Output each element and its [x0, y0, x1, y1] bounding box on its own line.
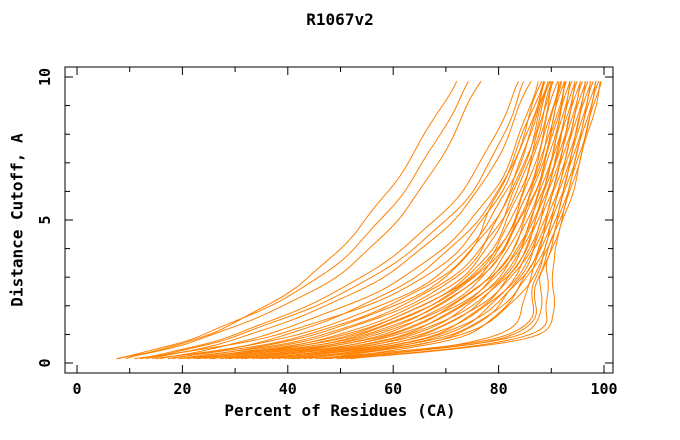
- model-curve: [140, 81, 520, 360]
- model-curve: [336, 81, 600, 360]
- x-tick-label: 0: [72, 380, 81, 398]
- model-curve: [283, 81, 589, 360]
- model-curve: [219, 81, 567, 360]
- model-curve: [228, 81, 571, 360]
- y-tick-label: 10: [36, 68, 54, 86]
- model-curve: [209, 81, 562, 360]
- model-curve: [328, 81, 586, 360]
- model-curve: [288, 81, 573, 360]
- model-curve: [260, 81, 581, 360]
- model-curve: [193, 81, 546, 360]
- model-curve: [187, 81, 563, 360]
- model-curve: [155, 81, 549, 360]
- model-curve: [178, 81, 553, 360]
- model-curve: [315, 81, 594, 360]
- model-curve: [292, 81, 591, 360]
- x-tick-label: 40: [279, 380, 297, 398]
- y-tick-label: 5: [36, 215, 54, 224]
- model-curve: [117, 81, 458, 360]
- model-curve: [251, 81, 578, 360]
- chart-title: R1067v2: [306, 10, 374, 29]
- model-curve: [197, 81, 566, 360]
- model-curve: [244, 81, 560, 360]
- x-tick-label: 100: [590, 380, 617, 398]
- x-tick-label: 20: [173, 380, 191, 398]
- model-curve: [134, 81, 545, 360]
- model-curve: [125, 81, 482, 360]
- x-axis-title: Percent of Residues (CA): [224, 401, 456, 420]
- model-curve: [145, 81, 525, 360]
- y-tick-label: 0: [36, 358, 54, 367]
- model-curve: [340, 81, 592, 360]
- model-curve: [350, 81, 601, 360]
- model-curve: [151, 81, 532, 360]
- model-curve: [212, 81, 552, 360]
- model-curve: [240, 81, 576, 360]
- x-tick-label: 60: [384, 380, 402, 398]
- x-tick-label: 80: [490, 380, 508, 398]
- model-curve: [167, 81, 551, 360]
- model-curve: [181, 81, 544, 360]
- model-curve: [116, 81, 469, 360]
